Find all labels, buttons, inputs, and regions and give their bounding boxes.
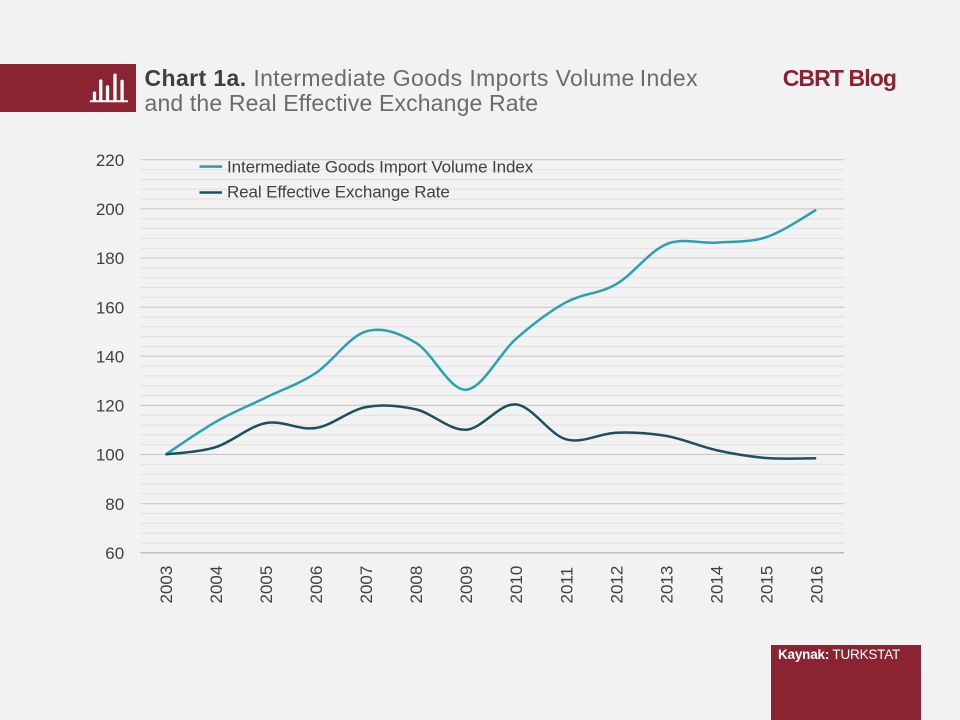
svg-text:2009: 2009 (457, 566, 476, 604)
svg-text:160: 160 (96, 298, 124, 317)
svg-text:2012: 2012 (607, 566, 626, 604)
svg-text:2005: 2005 (257, 566, 276, 604)
svg-text:200: 200 (96, 200, 124, 219)
svg-text:Intermediate Goods Import Volu: Intermediate Goods Import Volume Index (227, 158, 534, 177)
svg-text:2006: 2006 (307, 566, 326, 604)
svg-text:2007: 2007 (357, 566, 376, 604)
svg-text:Real Effective Exchange Rate: Real Effective Exchange Rate (227, 183, 450, 202)
svg-text:60: 60 (105, 544, 124, 563)
svg-text:100: 100 (96, 446, 124, 465)
svg-text:2004: 2004 (207, 566, 226, 604)
svg-text:140: 140 (96, 347, 124, 366)
svg-text:2016: 2016 (808, 566, 827, 604)
svg-text:2008: 2008 (407, 566, 426, 604)
svg-text:2003: 2003 (157, 566, 176, 604)
svg-text:2014: 2014 (707, 566, 726, 604)
svg-text:80: 80 (105, 495, 124, 514)
svg-text:180: 180 (96, 249, 124, 268)
svg-text:120: 120 (96, 397, 124, 416)
svg-text:2011: 2011 (557, 567, 576, 604)
svg-text:2010: 2010 (507, 566, 526, 604)
svg-text:2015: 2015 (758, 566, 777, 604)
svg-text:220: 220 (96, 151, 124, 170)
svg-text:2013: 2013 (657, 566, 676, 604)
